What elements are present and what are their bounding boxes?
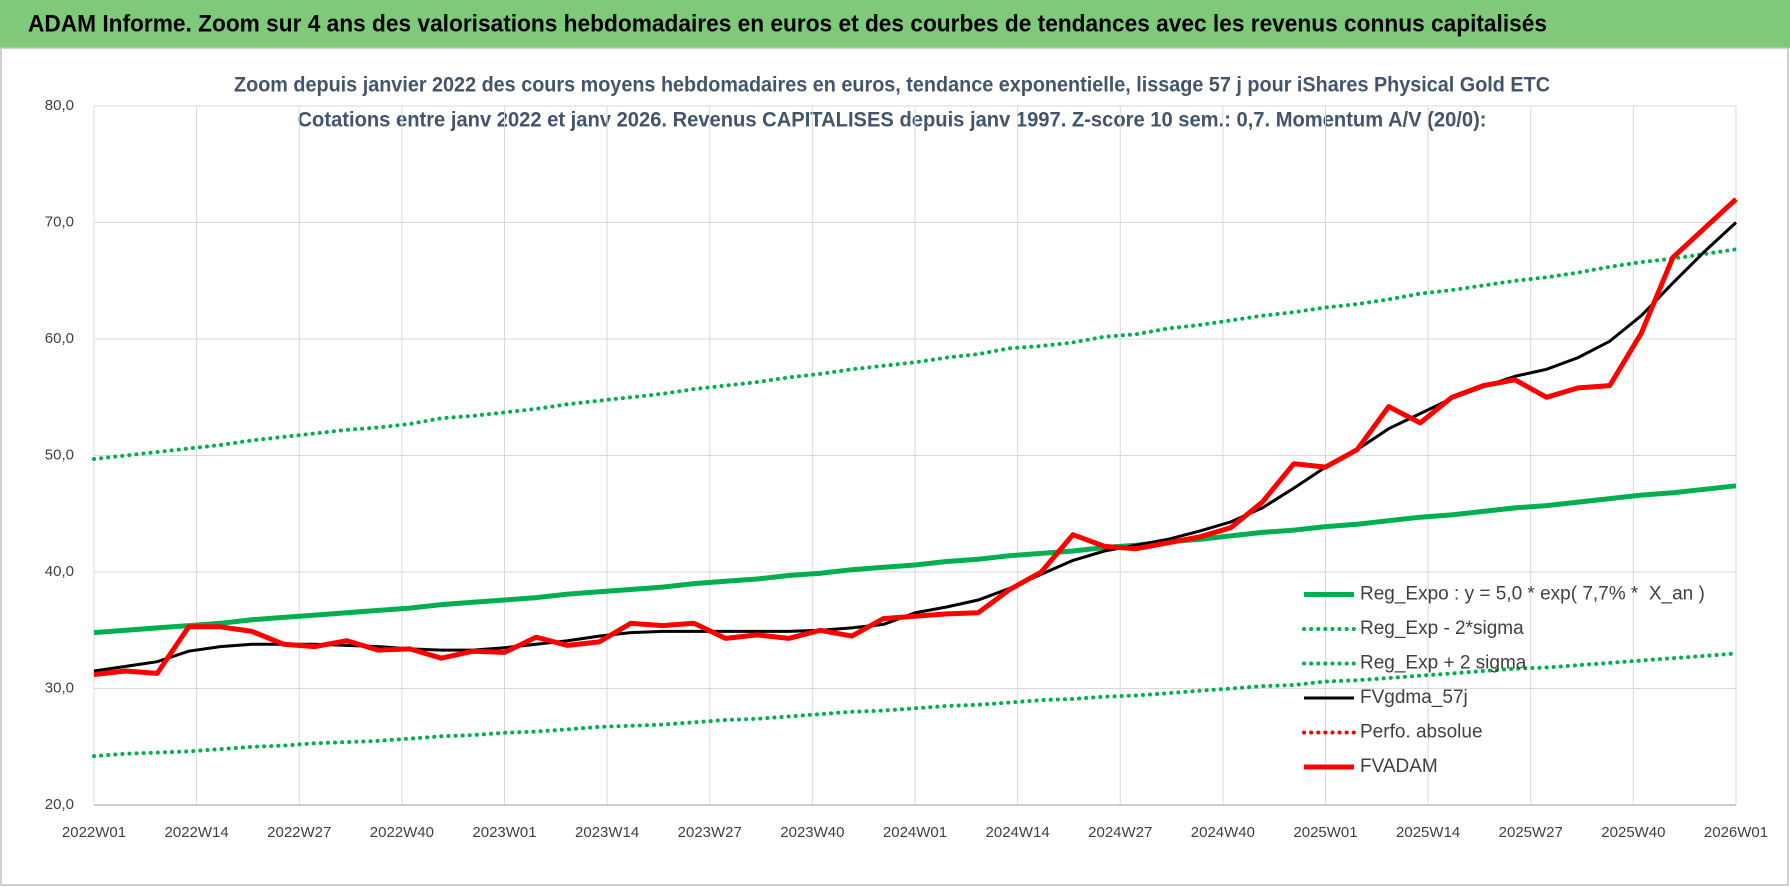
- y-tick-label: 30,0: [45, 679, 74, 696]
- y-tick-label: 20,0: [45, 796, 74, 813]
- x-tick-label: 2022W27: [267, 824, 331, 841]
- chart-subtitle: Cotations entre janv 2022 et janv 2026. …: [298, 109, 1487, 132]
- x-tick-label: 2023W01: [472, 824, 536, 841]
- x-tick-label: 2022W01: [62, 824, 126, 841]
- legend-label: Reg_Exp - 2*sigma: [1360, 618, 1524, 639]
- x-tick-label: 2023W40: [780, 824, 844, 841]
- x-tick-label: 2025W01: [1293, 824, 1357, 841]
- x-tick-label: 2024W14: [986, 824, 1050, 841]
- x-tick-label: 2024W40: [1191, 824, 1255, 841]
- x-tick-label: 2023W27: [678, 824, 742, 841]
- y-tick-label: 80,0: [45, 97, 74, 114]
- x-tick-label: 2025W14: [1396, 824, 1460, 841]
- x-tick-label: 2024W01: [883, 824, 947, 841]
- x-tick-label: 2022W14: [165, 824, 229, 841]
- series-line: [93, 483, 1737, 636]
- grid: [93, 105, 1737, 806]
- y-tick-label: 40,0: [45, 563, 74, 580]
- y-tick-label: 50,0: [45, 446, 74, 463]
- x-tick-label: 2025W27: [1499, 824, 1563, 841]
- header-bar: [0, 0, 1790, 48]
- legend-label: Reg_Expo : y = 5,0 * exp( 7,7% * X_an ): [1360, 584, 1705, 605]
- y-tick-label: 60,0: [45, 330, 74, 347]
- x-tick-label: 2023W14: [575, 824, 639, 841]
- series-line: [93, 197, 1738, 677]
- x-tick-label: 2026W01: [1704, 824, 1768, 841]
- legend-label: FVADAM: [1360, 756, 1438, 777]
- chart-frame: [0, 47, 1789, 886]
- series-line: [92, 651, 1738, 759]
- x-tick-label: 2022W40: [370, 824, 434, 841]
- legend-label: Perfo. absolue: [1360, 722, 1483, 743]
- chart-title: Zoom depuis janvier 2022 des cours moyen…: [234, 74, 1550, 97]
- legend-label: Reg_Exp + 2 sigma: [1360, 653, 1527, 674]
- legend-label: FVgdma_57j: [1360, 687, 1468, 708]
- x-tick-label: 2025W40: [1601, 824, 1665, 841]
- header-title: ADAM Informe. Zoom sur 4 ans des valoris…: [28, 10, 1547, 37]
- x-tick-label: 2024W27: [1088, 824, 1152, 841]
- y-tick-label: 70,0: [45, 213, 74, 230]
- series-line: [92, 247, 1738, 461]
